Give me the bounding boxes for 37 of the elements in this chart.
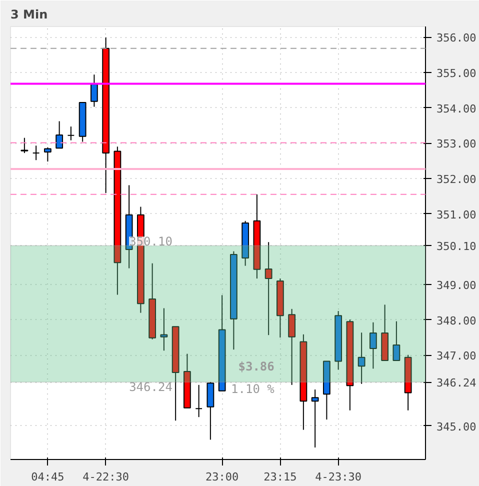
y-tick-label: 353.00 (436, 138, 476, 151)
candlestick (206, 382, 214, 440)
annotation: $3.86 (238, 359, 274, 374)
y-tick-label: 349.00 (436, 279, 476, 292)
candlestick (195, 384, 203, 418)
candlestick (160, 308, 168, 352)
y-tick-label: 351.00 (436, 208, 476, 222)
candlestick (90, 74, 98, 108)
candlestick (56, 120, 64, 149)
candlestick (32, 145, 40, 161)
candlestick (288, 308, 296, 386)
y-tick-label: 347.00 (436, 350, 476, 363)
y-tick-label: 355.00 (436, 66, 476, 80)
y-tick-label: 356.00 (436, 32, 476, 45)
candlestick (264, 242, 272, 336)
candlestick (20, 137, 28, 154)
candlestick (369, 322, 377, 370)
x-tick-label: 4-22:30 (82, 470, 130, 484)
candlestick (358, 332, 366, 384)
y-tick-label: 352.00 (436, 172, 476, 186)
annotation: 1.10 % (231, 382, 276, 396)
y-tick-label: 345.00 (436, 420, 476, 434)
y-tick-label: 348.00 (436, 314, 476, 328)
x-tick-label: 4-23:30 (315, 470, 362, 484)
y-tick-label: 350.10 (436, 240, 476, 254)
candlestick (311, 389, 319, 448)
y-tick-label: 354.00 (436, 102, 476, 116)
annotation: 346.24 (129, 380, 172, 394)
y-tick-label: 346.24 (436, 376, 477, 390)
candlestick (44, 146, 52, 162)
x-tick-label: 04:45 (31, 470, 64, 484)
x-tick-label: 23:00 (206, 470, 239, 484)
candlestick (392, 320, 400, 362)
chart-title: 3 Min (10, 8, 48, 22)
annotation: 350.10 (129, 234, 172, 249)
candlestick (67, 126, 75, 141)
x-tick-label: 23:15 (264, 470, 297, 484)
